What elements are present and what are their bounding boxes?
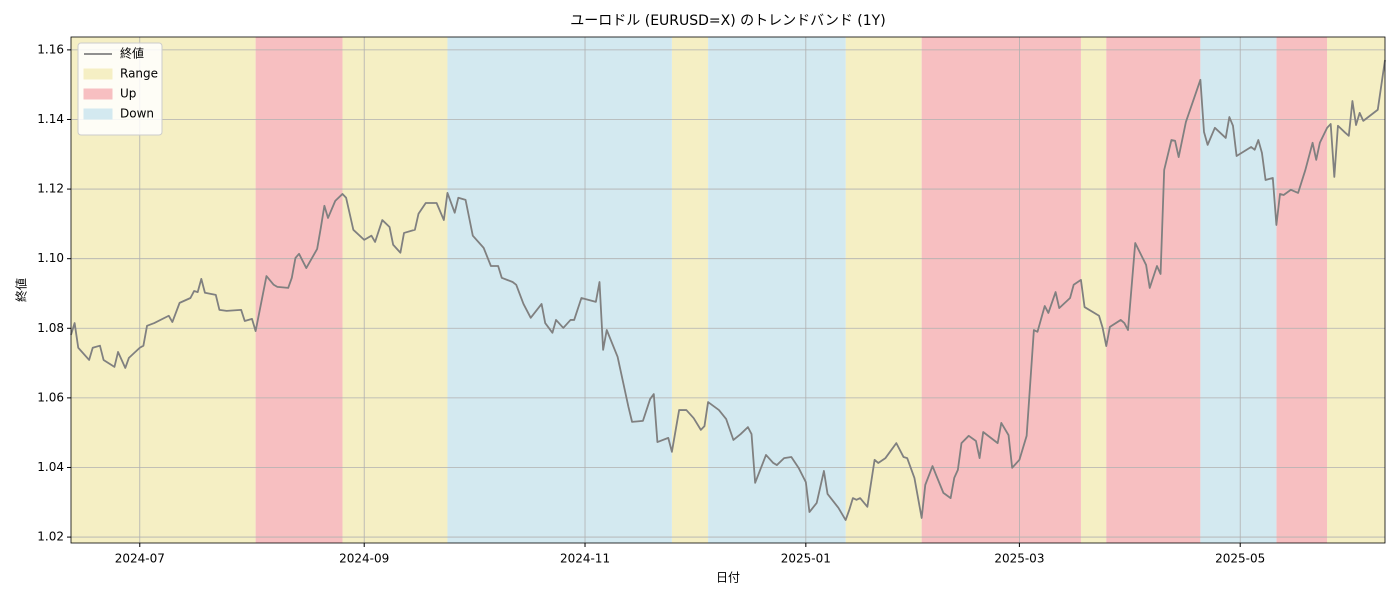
trend-band — [708, 37, 846, 543]
trend-band — [1276, 37, 1328, 543]
trend-band — [255, 37, 343, 543]
legend-label: Range — [120, 67, 158, 81]
trend-band — [447, 37, 672, 543]
x-tick-label: 2024-07 — [115, 552, 165, 566]
legend-label: 終値 — [120, 46, 144, 61]
chart-title: ユーロドル (EURUSD=X) のトレンドバンド (1Y) — [570, 13, 885, 29]
legend-patch — [83, 108, 113, 120]
trend-band — [1200, 37, 1277, 543]
legend: 終値 Range Up Down — [77, 42, 163, 136]
y-tick-label: 1.08 — [37, 321, 64, 335]
y-tick-label: 1.14 — [37, 112, 64, 126]
x-tick-label: 2024-11 — [560, 552, 610, 566]
legend-patch — [83, 88, 113, 100]
legend-label: Up — [120, 87, 136, 101]
y-tick-label: 1.02 — [37, 530, 64, 544]
legend-label: Down — [120, 107, 154, 121]
plot-frame — [70, 36, 1386, 544]
x-tick-label: 2024-09 — [339, 552, 389, 566]
trend-band — [342, 37, 448, 543]
x-axis-label: 日付 — [716, 571, 740, 585]
trend-band — [921, 37, 1081, 543]
y-tick-label: 1.04 — [37, 460, 64, 474]
legend-patch — [83, 68, 113, 80]
trend-band — [1106, 37, 1201, 543]
x-tick-label: 2025-01 — [781, 552, 831, 566]
y-tick-label: 1.16 — [37, 42, 64, 56]
trend-band — [1080, 37, 1107, 543]
y-tick-label: 1.12 — [37, 182, 64, 196]
price-line — [70, 59, 1386, 521]
trend-band — [671, 37, 709, 543]
y-tick-label: 1.06 — [37, 390, 64, 404]
y-tick-label: 1.10 — [37, 251, 64, 265]
x-tick-label: 2025-03 — [994, 552, 1044, 566]
x-tick-label: 2025-05 — [1215, 552, 1265, 566]
y-axis-label: 終値 — [14, 278, 29, 302]
